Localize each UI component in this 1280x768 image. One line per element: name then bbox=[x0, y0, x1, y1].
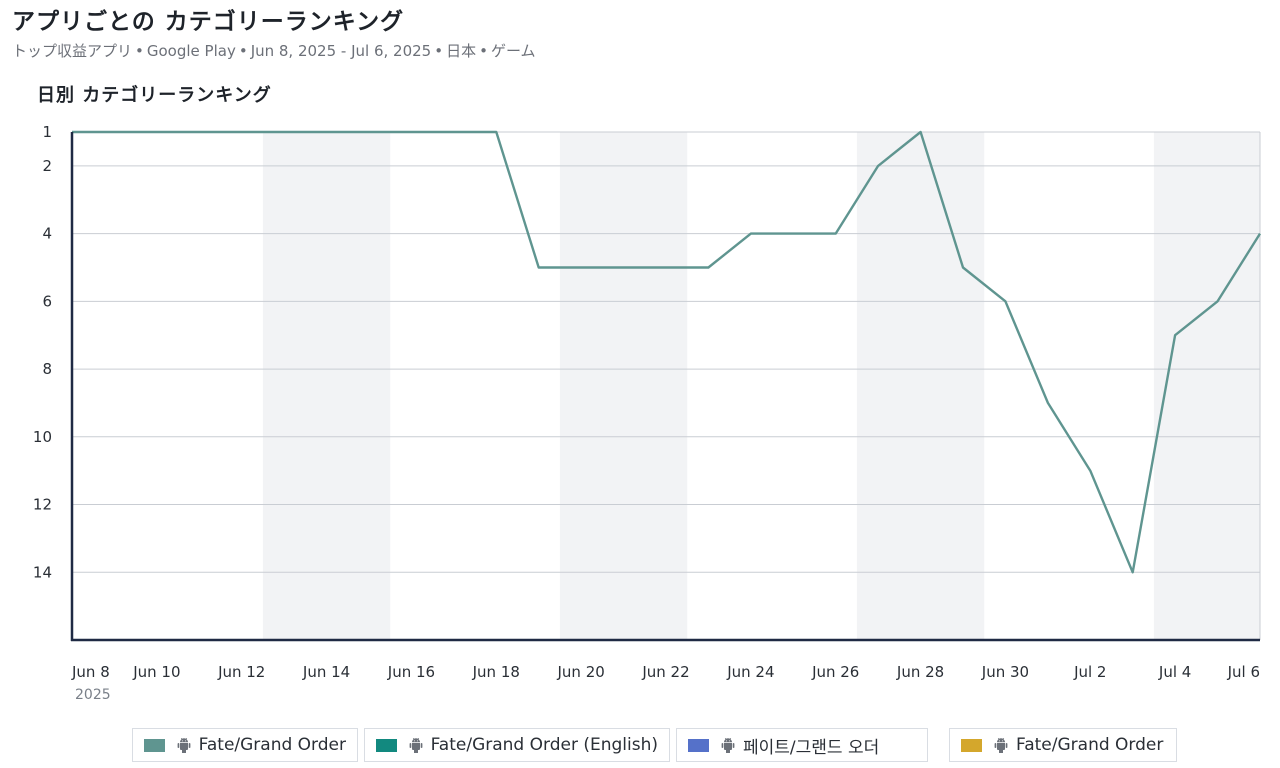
series-lines bbox=[72, 130, 1262, 574]
y-tick-label: 12 bbox=[33, 496, 52, 514]
subtitle-part: Jun 8, 2025 - Jul 6, 2025 bbox=[250, 42, 432, 60]
x-tick-label: Jun 16 bbox=[387, 663, 435, 681]
subtitle-part: Google Play bbox=[146, 42, 236, 60]
weekend-band bbox=[856, 132, 985, 640]
y-tick-label: 2 bbox=[42, 157, 52, 175]
page-title: アプリごとの カテゴリーランキング bbox=[12, 8, 405, 35]
legend-item[interactable]: Fate/Grand Order bbox=[949, 728, 1177, 762]
x-tick-label: Jun 10 bbox=[132, 663, 180, 681]
grid-lines bbox=[72, 131, 1261, 640]
page-subtitle: トップ収益アプリ • Google Play • Jun 8, 2025 - Jul 6… bbox=[12, 40, 536, 61]
y-tick-label: 10 bbox=[33, 428, 52, 446]
x-tick-label: Jun 28 bbox=[896, 663, 944, 681]
weekend-band bbox=[1153, 132, 1260, 640]
x-tick-year-label: 2025 bbox=[75, 687, 111, 703]
legend-swatch bbox=[144, 738, 165, 752]
android-icon bbox=[177, 737, 191, 754]
legend-swatch bbox=[376, 738, 397, 752]
legend: Fate/Grand Order Fate/Grand Order (Englis… bbox=[132, 728, 1177, 762]
subtitle-part: トップ収益アプリ bbox=[12, 42, 133, 60]
legend-swatch bbox=[688, 738, 709, 752]
y-tick-label: 4 bbox=[42, 225, 52, 243]
x-tick-label: Jun 12 bbox=[217, 663, 265, 681]
subtitle-separator: • bbox=[135, 42, 144, 60]
legend-item[interactable]: Fate/Grand Order (English) bbox=[364, 728, 670, 762]
legend-label: Fate/Grand Order bbox=[198, 735, 346, 755]
weekend-band bbox=[262, 132, 391, 640]
x-tick-label: Jul 2 bbox=[1073, 663, 1106, 681]
legend-item[interactable]: Fate/Grand Order bbox=[132, 728, 358, 762]
y-tick-label: 8 bbox=[42, 360, 52, 378]
x-tick-label: Jun 14 bbox=[302, 663, 350, 681]
x-tick-label: Jun 8 bbox=[71, 663, 110, 681]
axes bbox=[70, 132, 1260, 642]
legend-item[interactable]: 페이트/그랜드 오더 bbox=[676, 728, 928, 762]
subtitle-separator: • bbox=[238, 42, 248, 60]
series-line bbox=[72, 130, 1262, 574]
x-tick-labels: Jun 8 2025 Jun 10 Jun 12 Jun 14 Jun 16 Jun 18 J… bbox=[71, 663, 1260, 703]
x-tick-label: Jun 18 bbox=[472, 663, 520, 681]
weekend-band bbox=[559, 132, 688, 640]
legend-label: 페이트/그랜드 오더 bbox=[743, 737, 880, 758]
x-tick-label: Jun 26 bbox=[811, 663, 859, 681]
android-icon bbox=[994, 737, 1008, 754]
legend-swatch bbox=[961, 738, 982, 752]
android-icon bbox=[721, 737, 735, 754]
android-icon bbox=[409, 737, 423, 754]
x-tick-label: Jul 6 bbox=[1227, 663, 1260, 681]
x-tick-label: Jun 22 bbox=[641, 663, 689, 681]
subtitle-separator: • bbox=[434, 42, 444, 60]
subtitle-part: ゲーム bbox=[490, 42, 536, 60]
y-tick-label: 14 bbox=[33, 563, 52, 581]
y-tick-label: 1 bbox=[42, 123, 52, 141]
x-tick-label: Jul 4 bbox=[1158, 663, 1191, 681]
y-tick-label: 6 bbox=[42, 292, 52, 310]
legend-label: Fate/Grand Order bbox=[1016, 735, 1164, 755]
subtitle-separator: • bbox=[479, 42, 488, 60]
weekend-bands bbox=[262, 132, 1260, 640]
x-tick-label: Jun 20 bbox=[556, 663, 604, 681]
x-tick-label: Jun 24 bbox=[726, 663, 774, 681]
legend-label: Fate/Grand Order (English) bbox=[430, 735, 658, 755]
subtitle-part: 日本 bbox=[446, 42, 477, 60]
x-tick-label: Jun 30 bbox=[981, 663, 1029, 681]
chart-title: 日別 カテゴリーランキング bbox=[37, 85, 272, 106]
